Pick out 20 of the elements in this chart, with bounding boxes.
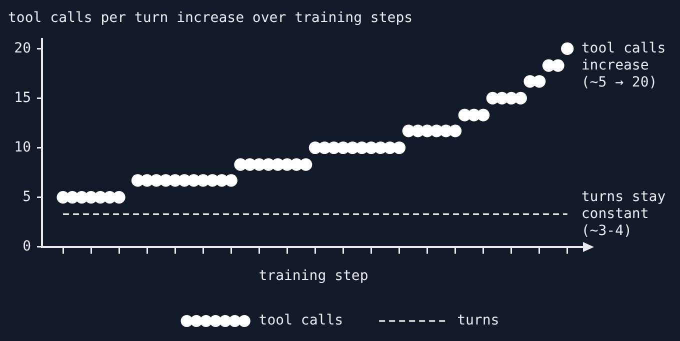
legend-label: turns	[457, 312, 500, 329]
point	[514, 92, 527, 105]
chart-title: tool calls per turn increase over training steps	[8, 10, 413, 26]
point	[561, 42, 574, 56]
x-axis-title: training step	[258, 268, 368, 284]
point	[533, 75, 546, 88]
y-tick-label: 20	[14, 40, 31, 56]
y-tick-label: 10	[14, 139, 31, 156]
legend-label: tool calls	[258, 312, 344, 329]
point	[448, 124, 462, 138]
point	[112, 190, 126, 204]
point	[552, 59, 564, 72]
text: turns stay constant (~3-4)	[581, 188, 666, 239]
point	[300, 158, 312, 171]
y-tick-label: 5	[22, 188, 31, 205]
point	[476, 108, 490, 122]
text: tool calls increase (~5 → 20)	[581, 40, 666, 90]
y-tick-label: 0	[22, 238, 31, 254]
y-tick-label: 15	[14, 90, 31, 106]
point	[392, 141, 406, 154]
